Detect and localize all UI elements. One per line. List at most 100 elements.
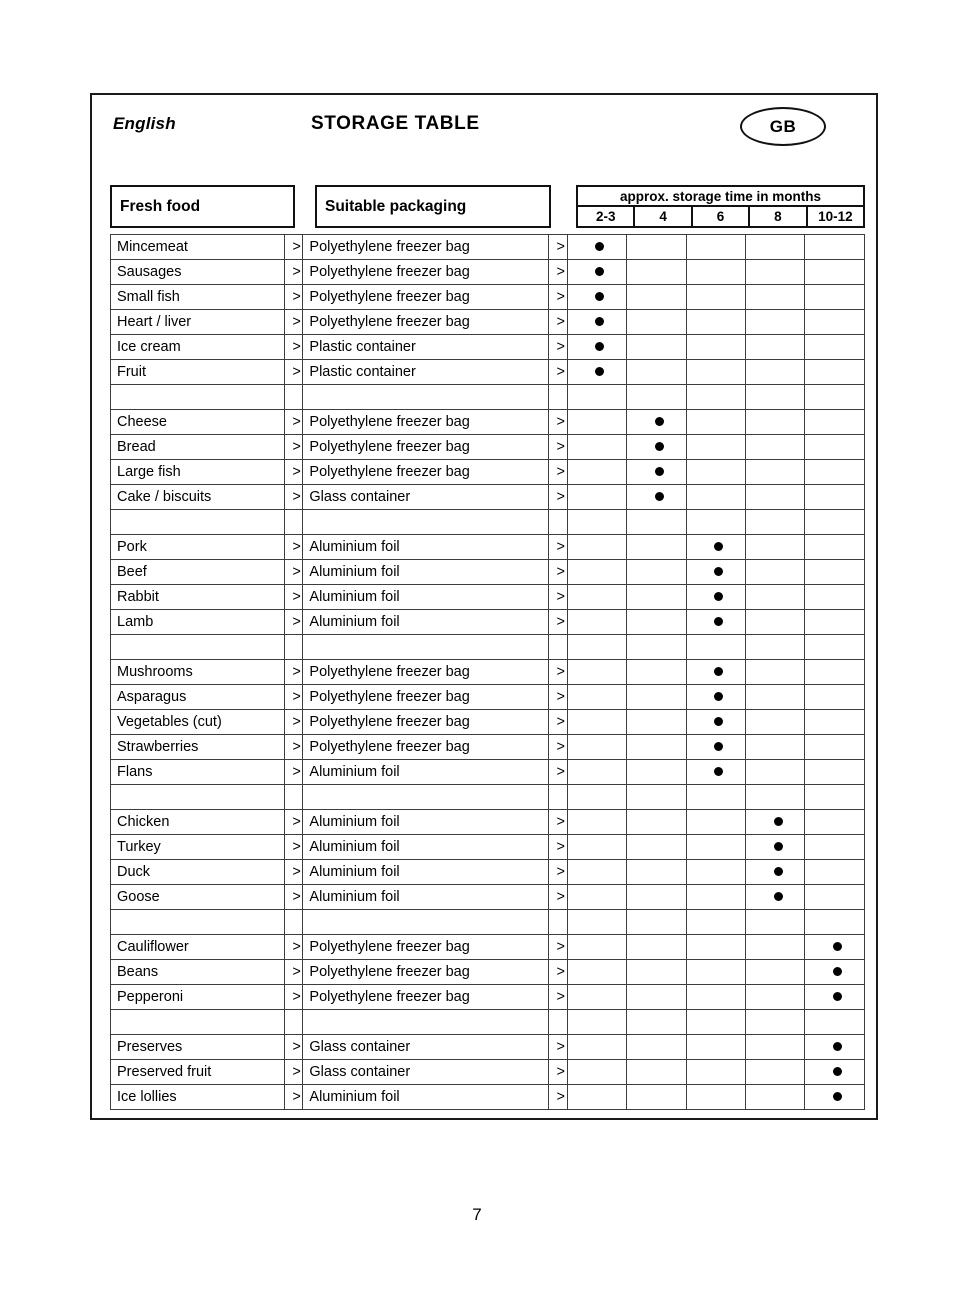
cell-months-6 — [685, 659, 746, 685]
storage-marker-dot — [714, 592, 724, 602]
table-row: Ice lollies > Aluminium foil > — [110, 1084, 865, 1110]
arrow-icon — [547, 509, 568, 535]
cell-months-2-3 — [566, 459, 628, 485]
cell-months-10-12 — [804, 759, 865, 785]
table-row: Turkey > Aluminium foil > — [110, 834, 865, 860]
cell-months-8 — [744, 1009, 806, 1035]
cell-fresh-food: Mincemeat — [110, 234, 285, 260]
cell-months-4 — [626, 709, 687, 735]
arrow-icon: > — [547, 609, 568, 635]
cell-months-8 — [744, 334, 806, 360]
cell-suitable-packaging: Glass container — [302, 484, 549, 510]
cell-months-6 — [685, 759, 746, 785]
cell-months-2-3 — [566, 1034, 628, 1060]
arrow-icon — [283, 509, 304, 535]
cell-months-10-12 — [804, 784, 865, 810]
cell-fresh-food: Cake / biscuits — [110, 484, 285, 510]
cell-suitable-packaging: Glass container — [302, 1059, 549, 1085]
cell-months-8 — [744, 684, 806, 710]
cell-months-6 — [685, 709, 746, 735]
cell-months-6 — [685, 959, 746, 985]
cell-months-10-12 — [804, 734, 865, 760]
storage-marker-dot — [714, 542, 724, 552]
cell-months-4 — [626, 1009, 687, 1035]
storage-marker-dot — [773, 892, 783, 902]
cell-months-4 — [626, 384, 687, 410]
cell-months-10-12 — [804, 534, 865, 560]
cell-months-2-3 — [566, 284, 628, 310]
arrow-icon: > — [547, 584, 568, 610]
table-row: Goose > Aluminium foil > — [110, 884, 865, 910]
arrow-icon: > — [547, 259, 568, 285]
cell-months-8 — [744, 884, 806, 910]
cell-suitable-packaging: Polyethylene freezer bag — [302, 309, 549, 335]
cell-months-2-3 — [566, 934, 628, 960]
arrow-icon: > — [283, 834, 304, 860]
arrow-icon: > — [547, 284, 568, 310]
cell-fresh-food: Pepperoni — [110, 984, 285, 1010]
cell-months-10-12 — [804, 609, 865, 635]
cell-months-10-12 — [804, 1034, 865, 1060]
cell-fresh-food: Sausages — [110, 259, 285, 285]
cell-months-6 — [685, 734, 746, 760]
table-row: Mincemeat > Polyethylene freezer bag > — [110, 234, 865, 260]
cell-months-8 — [744, 784, 806, 810]
cell-months-2-3 — [566, 359, 628, 385]
table-row: Cauliflower > Polyethylene freezer bag > — [110, 934, 865, 960]
arrow-icon: > — [547, 484, 568, 510]
cell-fresh-food — [110, 634, 285, 660]
arrow-icon — [547, 384, 568, 410]
table-row: Fruit > Plastic container > — [110, 359, 865, 385]
cell-months-2-3 — [566, 484, 628, 510]
arrow-icon: > — [547, 1059, 568, 1085]
storage-marker-dot — [773, 817, 783, 827]
cell-months-6 — [685, 484, 746, 510]
table-spacer-row — [110, 634, 865, 660]
cell-months-10-12 — [804, 809, 865, 835]
table-row: Vegetables (cut) > Polyethylene freezer ba… — [110, 709, 865, 735]
cell-months-2-3 — [566, 859, 628, 885]
cell-months-4 — [626, 659, 687, 685]
cell-months-6 — [685, 909, 746, 935]
storage-marker-dot — [654, 467, 664, 477]
cell-months-8 — [744, 734, 806, 760]
cell-months-6 — [685, 934, 746, 960]
cell-months-2-3 — [566, 809, 628, 835]
storage-marker-dot — [714, 617, 724, 627]
storage-table-body: Mincemeat > Polyethylene freezer bag > Sausa… — [110, 234, 865, 1110]
arrow-icon: > — [283, 609, 304, 635]
cell-months-8 — [744, 309, 806, 335]
month-tick-10-12: 10-12 — [818, 209, 853, 224]
arrow-icon: > — [283, 434, 304, 460]
arrow-icon: > — [283, 934, 304, 960]
cell-months-6 — [685, 309, 746, 335]
cell-months-8 — [744, 834, 806, 860]
storage-marker-dot — [833, 942, 843, 952]
arrow-icon: > — [547, 834, 568, 860]
arrow-icon: > — [283, 959, 304, 985]
cell-months-4 — [626, 959, 687, 985]
cell-months-2-3 — [566, 384, 628, 410]
arrow-icon: > — [283, 459, 304, 485]
arrow-icon: > — [547, 709, 568, 735]
storage-marker-dot — [833, 1067, 843, 1077]
cell-months-4 — [626, 309, 687, 335]
table-row: Cake / biscuits > Glass container > — [110, 484, 865, 510]
arrow-icon — [283, 634, 304, 660]
cell-months-4 — [626, 734, 687, 760]
cell-months-2-3 — [566, 734, 628, 760]
cell-fresh-food — [110, 909, 285, 935]
cell-months-2-3 — [566, 759, 628, 785]
cell-months-10-12 — [804, 1059, 865, 1085]
arrow-icon: > — [547, 809, 568, 835]
table-row: Asparagus > Polyethylene freezer bag > — [110, 684, 865, 710]
cell-suitable-packaging — [302, 784, 549, 810]
cell-suitable-packaging — [302, 1009, 549, 1035]
storage-marker-dot — [773, 867, 783, 877]
cell-suitable-packaging: Glass container — [302, 1034, 549, 1060]
cell-months-4 — [626, 784, 687, 810]
cell-months-6 — [685, 1084, 746, 1110]
cell-months-8 — [744, 534, 806, 560]
cell-months-2-3 — [566, 334, 628, 360]
cell-months-2-3 — [566, 509, 628, 535]
